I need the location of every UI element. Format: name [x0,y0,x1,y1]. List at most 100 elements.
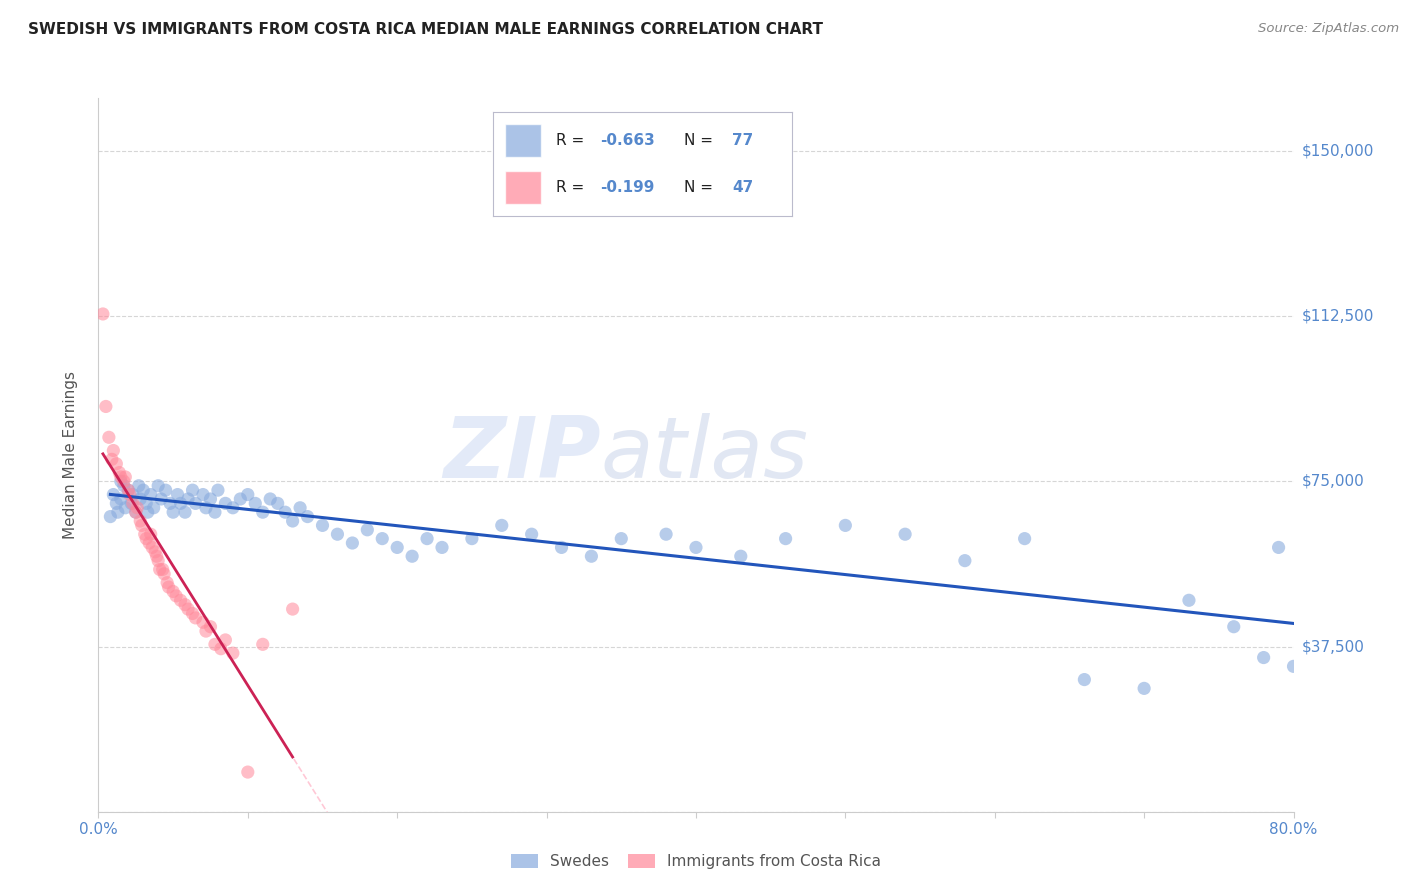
Point [194,624,218,639]
Point [98,509,122,524]
Point [1178,593,1201,607]
Point [120,496,142,510]
Point [157,580,180,594]
Point [169,593,191,607]
Point [125,505,148,519]
Point [356,523,378,537]
Point [117,483,139,498]
Point [145,549,167,564]
Point [103,487,125,501]
Point [165,589,187,603]
Point [103,443,125,458]
Point [204,505,226,519]
Point [297,509,319,524]
Point [184,611,207,625]
Point [150,491,173,506]
Point [200,620,222,634]
Point [222,646,245,660]
Point [775,532,797,546]
Text: $75,000: $75,000 [1302,474,1365,489]
Point [181,607,204,621]
Point [401,549,423,564]
Point [184,496,207,510]
Text: ZIP: ZIP [443,413,600,497]
Point [581,549,603,564]
Point [162,584,184,599]
Point [520,527,543,541]
Point [118,487,141,501]
Point [209,641,232,656]
Point [204,637,226,651]
Point [371,532,394,546]
Point [129,514,152,528]
Point [236,487,259,501]
Point [155,483,177,498]
Point [430,541,453,555]
Point [134,527,156,541]
Point [214,496,236,510]
Point [135,532,157,546]
Point [252,637,274,651]
Text: Source: ZipAtlas.com: Source: ZipAtlas.com [1258,22,1399,36]
Point [105,496,128,510]
Point [181,483,204,498]
Point [1014,532,1036,546]
Point [385,541,409,555]
Point [953,554,976,568]
Point [110,491,132,506]
Point [1253,650,1275,665]
Point [114,500,136,515]
Point [342,536,364,550]
Text: $150,000: $150,000 [1302,144,1374,159]
Point [730,549,752,564]
Point [267,496,290,510]
Point [94,400,117,414]
Point [162,505,184,519]
Point [117,483,139,498]
Point [114,470,136,484]
Point [153,566,176,581]
Point [834,518,856,533]
Point [152,562,174,576]
Point [110,470,132,484]
Point [1267,541,1289,555]
Point [259,491,281,506]
Point [174,598,197,612]
Point [174,505,197,519]
Point [138,536,160,550]
Point [229,491,252,506]
Point [156,575,179,590]
Point [91,307,114,321]
Point [245,496,267,510]
Legend: Swedes, Immigrants from Costa Rica: Swedes, Immigrants from Costa Rica [505,848,887,875]
Point [132,483,155,498]
Point [121,496,143,510]
Point [135,496,157,510]
Point [311,518,333,533]
Point [274,505,297,519]
Point [214,632,236,647]
Point [655,527,678,541]
Point [110,475,132,489]
Point [550,541,572,555]
Point [207,483,229,498]
Point [159,496,181,510]
Point [105,457,128,471]
Text: $37,500: $37,500 [1302,639,1365,654]
Point [148,554,170,568]
Point [685,541,707,555]
Point [894,527,917,541]
Point [149,562,172,576]
Point [416,532,439,546]
Point [148,479,170,493]
Point [101,452,124,467]
Point [136,505,159,519]
Point [491,518,513,533]
Point [108,466,131,480]
Point [142,500,165,515]
Point [141,541,163,555]
Point [112,479,135,493]
Point [1073,673,1095,687]
Point [1282,659,1305,673]
Point [107,505,129,519]
